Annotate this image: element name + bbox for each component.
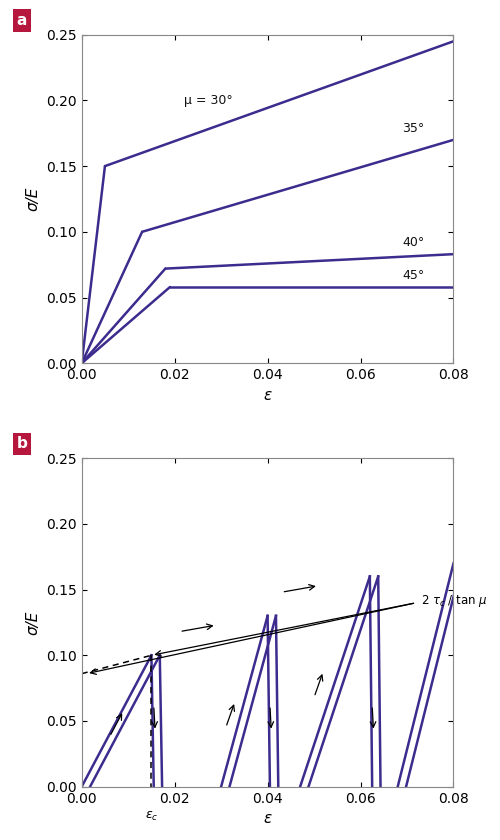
Y-axis label: σ/E: σ/E (26, 610, 40, 635)
Text: 40°: 40° (402, 236, 424, 249)
Text: μ = 30°: μ = 30° (184, 94, 232, 107)
Text: a: a (16, 13, 27, 28)
X-axis label: ε: ε (264, 387, 272, 402)
X-axis label: ε: ε (264, 811, 272, 826)
Text: 45°: 45° (402, 269, 424, 281)
Text: 35°: 35° (402, 122, 424, 134)
Y-axis label: σ/E: σ/E (26, 186, 40, 211)
Text: b: b (16, 436, 28, 451)
Text: 2 $\tau_c$ / tan $\mu$: 2 $\tau_c$ / tan $\mu$ (421, 593, 488, 609)
Text: $\varepsilon_c$: $\varepsilon_c$ (144, 811, 158, 823)
